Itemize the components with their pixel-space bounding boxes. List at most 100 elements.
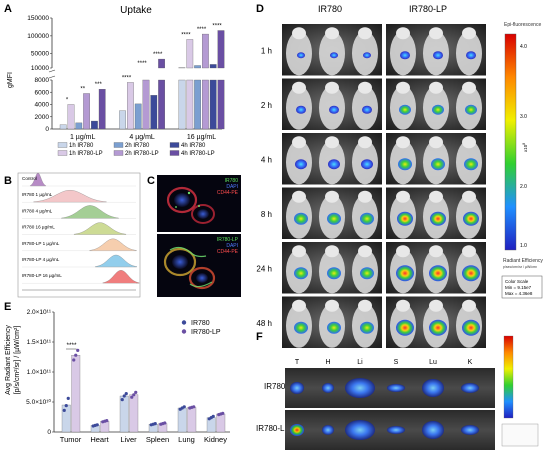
e-point bbox=[76, 348, 80, 352]
f-organ-code: Li bbox=[357, 359, 363, 366]
f-organ-code: H bbox=[325, 359, 330, 366]
ex-vivo-organs bbox=[290, 378, 479, 440]
d-tumor-signal bbox=[396, 265, 414, 282]
e-point bbox=[74, 353, 78, 357]
e-bar bbox=[187, 407, 197, 433]
d-mouse-head bbox=[292, 245, 306, 258]
panel-e-ylabel-2: [p/s/cm²/sr] / [µW/cm²] bbox=[14, 326, 21, 395]
d-tumor-signal bbox=[329, 105, 339, 114]
e-legend-label: IR780 bbox=[191, 320, 210, 327]
d-tumor-signal bbox=[360, 267, 374, 280]
a-significance: **** bbox=[212, 24, 222, 30]
a-bar bbox=[83, 93, 90, 130]
f-organ bbox=[322, 383, 334, 393]
a-bar bbox=[91, 120, 98, 130]
d-tumor-signal bbox=[464, 158, 478, 171]
d-mouse-head bbox=[325, 81, 339, 94]
f-organ bbox=[387, 426, 405, 434]
panel-e-bars: Tumor Heart Liver Spleen Lung Kidney **** bbox=[60, 342, 227, 444]
d-mouse-head bbox=[292, 81, 306, 94]
a-significance: **** bbox=[122, 75, 132, 81]
d-mouse-head bbox=[462, 190, 476, 203]
a-bar bbox=[202, 79, 209, 130]
e-legend-label: IR780-LP bbox=[191, 329, 221, 336]
ivis-image-grid: 1 h 2 h 4 h 8 h 24 h 48 h bbox=[256, 24, 486, 348]
f-organ-code: Lu bbox=[429, 359, 437, 366]
d-tumor-signal bbox=[327, 267, 341, 280]
c-top-label-3: CD44-PE bbox=[217, 190, 239, 196]
e-point bbox=[122, 394, 126, 398]
d-mouse-head bbox=[292, 299, 306, 312]
d-tumor-signal bbox=[398, 158, 412, 171]
cells-bottom bbox=[163, 246, 216, 290]
d-mouse-head bbox=[396, 27, 410, 40]
b-histogram bbox=[73, 222, 127, 235]
e-point bbox=[132, 393, 136, 397]
d-time-label: 1 h bbox=[261, 46, 272, 55]
d-tumor-signal bbox=[327, 321, 341, 334]
panel-c: C IR780 DAPI CD44-PE IR780-LP DAPI CD44-… bbox=[147, 175, 241, 297]
e-point bbox=[130, 395, 134, 399]
a-legend-label: 1h IR780-LP bbox=[69, 151, 103, 157]
scale-tick-3: 2.0 bbox=[520, 184, 527, 190]
e-point bbox=[163, 421, 167, 425]
a-bar bbox=[209, 79, 217, 130]
a-significance: * bbox=[66, 98, 69, 104]
d-mouse-head bbox=[462, 136, 476, 149]
b-histogram bbox=[61, 205, 119, 219]
d-tumor-signal bbox=[330, 52, 338, 59]
a-legend-swatch bbox=[113, 142, 124, 148]
a-group-label: 16 µg/mL bbox=[187, 134, 216, 141]
f-organ-code: T bbox=[295, 359, 300, 366]
a-bar bbox=[217, 30, 225, 69]
e-point bbox=[62, 408, 66, 412]
panel-a: A Uptake gMFI 150000 100000 50000 10000 8000… bbox=[4, 3, 225, 157]
e-point bbox=[192, 405, 196, 409]
panel-a-letter: A bbox=[4, 3, 12, 15]
a-significance: **** bbox=[181, 32, 191, 38]
a-group-label: 1 µg/mL bbox=[70, 134, 96, 141]
panel-a-title: Uptake bbox=[120, 5, 152, 16]
a-bar bbox=[158, 58, 165, 69]
c-bottom-label-2: DAPI bbox=[226, 243, 238, 249]
e-bar bbox=[119, 395, 129, 433]
a-bar bbox=[209, 64, 217, 69]
e-point bbox=[153, 422, 157, 426]
d-tumor-signal bbox=[297, 52, 305, 59]
e-point bbox=[95, 423, 99, 427]
a-y-tick-label: 10000 bbox=[31, 65, 49, 72]
a-legend-label: 2h IR780-LP bbox=[125, 151, 159, 157]
d-mouse-head bbox=[462, 81, 476, 94]
a-legend-swatch bbox=[169, 142, 180, 148]
d-tumor-signal bbox=[294, 212, 308, 225]
d-tumor-signal bbox=[294, 267, 308, 280]
d-mouse-head bbox=[292, 190, 306, 203]
d-tumor-signal bbox=[327, 212, 341, 225]
f-organ bbox=[290, 424, 304, 436]
d-time-label: 24 h bbox=[256, 264, 272, 273]
a-legend-label: 2h IR780 bbox=[125, 143, 150, 149]
c-top-label-2: DAPI bbox=[226, 184, 238, 190]
d-mouse-head bbox=[462, 299, 476, 312]
d-tumor-signal bbox=[400, 51, 410, 60]
e-y-tick-label: 1.5×10¹¹ bbox=[27, 339, 52, 346]
f-organ bbox=[461, 383, 479, 393]
d-tumor-signal bbox=[431, 158, 445, 171]
e-y-tick-label: 2.0×10¹¹ bbox=[27, 309, 52, 316]
panel-d-letter: D bbox=[256, 3, 264, 15]
a-y-tick-label: 4000 bbox=[35, 102, 50, 109]
d-mouse-head bbox=[462, 27, 476, 40]
d-mouse-head bbox=[325, 136, 339, 149]
f-organ bbox=[322, 425, 334, 435]
f-organ bbox=[461, 425, 479, 435]
e-point bbox=[211, 414, 215, 418]
a-bar bbox=[186, 79, 194, 130]
a-y-tick-label: 150000 bbox=[27, 15, 49, 22]
panel-e-letter: E bbox=[4, 301, 11, 313]
e-category-label: Liver bbox=[120, 435, 137, 444]
d-tumor-signal bbox=[399, 104, 411, 115]
d-tumor-signal bbox=[328, 159, 340, 170]
d-mouse-head bbox=[358, 81, 372, 94]
d-mouse-head bbox=[429, 136, 443, 149]
color-scale-title: Color Scale bbox=[505, 279, 529, 284]
